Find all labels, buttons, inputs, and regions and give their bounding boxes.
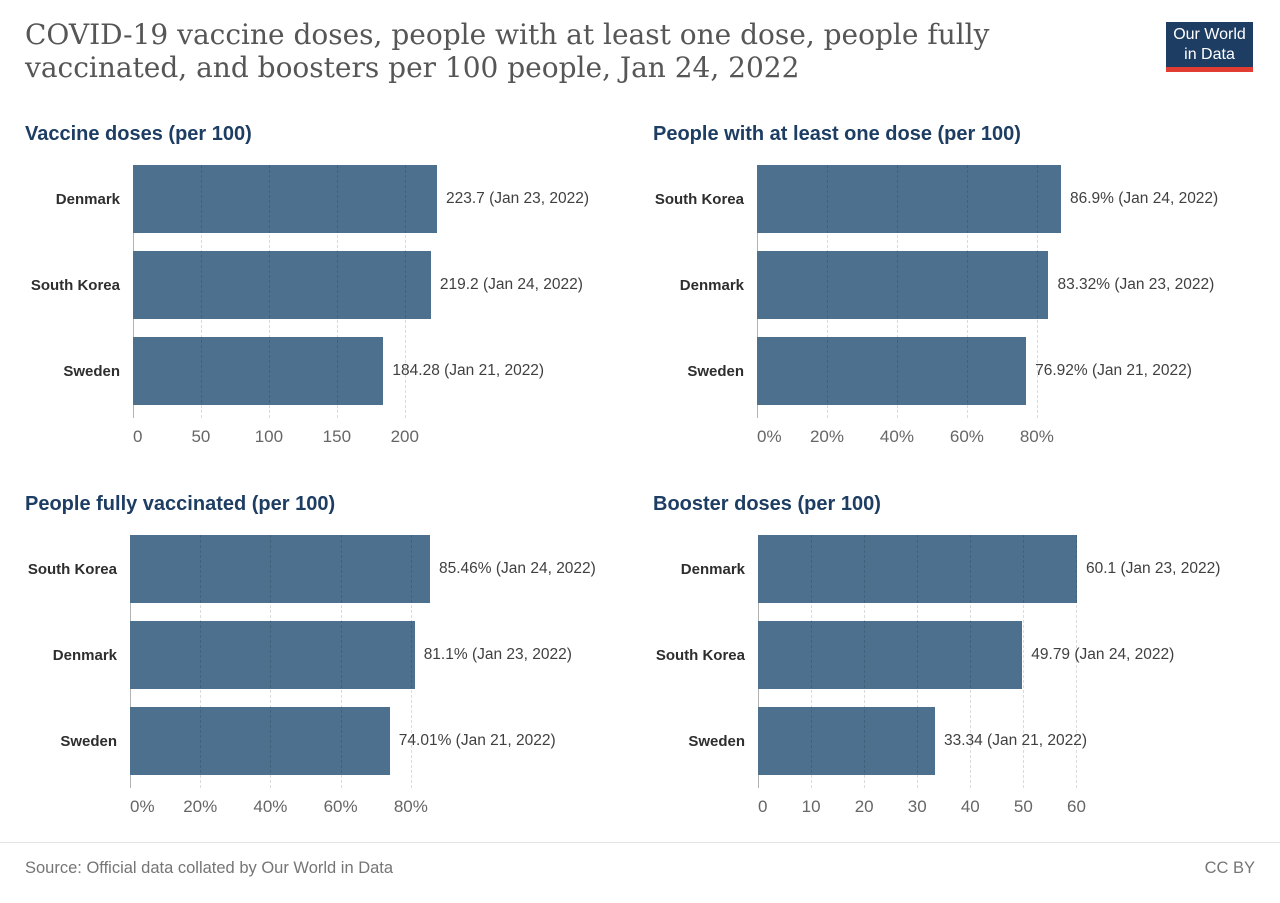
category-label: Denmark	[680, 560, 745, 578]
value-label: 74.01% (Jan 21, 2022)	[398, 732, 556, 749]
category-label: Sweden	[60, 732, 117, 750]
owid-logo: Our World in Data	[1166, 22, 1253, 72]
x-tick-label: 150	[322, 427, 352, 446]
plot-area: Denmark South Korea Sweden 223.7 (Jan 23…	[31, 165, 589, 446]
x-tick-label: 50	[1013, 797, 1033, 816]
category-label: Denmark	[52, 646, 117, 664]
x-tick-label: 40	[960, 797, 980, 816]
panel-title: People fully vaccinated (per 100)	[25, 493, 336, 515]
bar-south-korea	[757, 165, 1061, 233]
plot-area: South Korea Denmark Sweden 86.9% (Jan 24…	[655, 165, 1218, 446]
gridline	[336, 165, 338, 418]
page-title-line-1: COVID-19 vaccine doses, people with at l…	[25, 18, 990, 51]
owid-logo-line-2: in Data	[1184, 45, 1235, 63]
gridline	[404, 165, 406, 418]
x-tick-label: 20%	[183, 797, 218, 816]
x-tick-label: 60	[1067, 797, 1086, 816]
x-tick-label: 30	[907, 797, 927, 816]
value-label: 76.92% (Jan 21, 2022)	[1035, 362, 1192, 379]
license-note: CC BY	[1204, 859, 1255, 877]
gridline	[270, 535, 272, 788]
bar-denmark	[130, 621, 415, 689]
gridline	[1036, 165, 1038, 418]
value-label: 85.46% (Jan 24, 2022)	[439, 560, 596, 577]
gridline	[917, 535, 919, 788]
panel-one-dose: People with at least one dose (per 100) …	[653, 122, 1273, 462]
plot-area: South Korea Denmark Sweden 85.46% (Jan 2…	[28, 535, 596, 816]
gridline	[896, 165, 898, 418]
page-title-line-2: vaccinated, and boosters per 100 people,…	[25, 51, 800, 84]
category-label: Sweden	[63, 362, 120, 380]
bar-sweden	[758, 707, 935, 775]
category-label: South Korea	[654, 190, 744, 208]
category-label: South Korea	[655, 646, 745, 664]
panel-title: People with at least one dose (per 100)	[653, 123, 1021, 145]
x-tick-label: 200	[390, 427, 419, 446]
panel-title: Vaccine doses (per 100)	[25, 123, 252, 145]
bar-denmark	[133, 165, 437, 233]
gridline	[826, 165, 828, 418]
owid-logo-line-1: Our World	[1173, 25, 1246, 43]
category-label: Sweden	[688, 732, 745, 750]
gridline	[1076, 535, 1078, 788]
bar-denmark	[757, 251, 1049, 319]
gridline	[268, 165, 270, 418]
source-note: Source: Official data collated by Our Wo…	[25, 859, 394, 877]
value-label: 86.9% (Jan 24, 2022)	[1070, 190, 1219, 207]
x-tick-label: 60%	[949, 427, 984, 446]
bar-south-korea	[130, 535, 430, 603]
x-tick-label: 20%	[809, 427, 844, 446]
x-tick-label: 80%	[1019, 427, 1054, 446]
gridline	[811, 535, 813, 788]
panel-fully-vaccinated: People fully vaccinated (per 100) South …	[25, 492, 645, 832]
x-tick-label: 60%	[323, 797, 358, 816]
gridline	[200, 165, 202, 418]
x-tick-label: 0%	[757, 427, 782, 446]
gridline	[200, 535, 202, 788]
category-label: South Korea	[30, 276, 120, 294]
x-tick-label: 50	[191, 427, 211, 446]
value-label: 60.1 (Jan 23, 2022)	[1086, 560, 1221, 577]
gridline	[340, 535, 342, 788]
x-tick-label: 0	[133, 427, 143, 446]
bar-south-korea	[758, 621, 1023, 689]
gridline	[970, 535, 972, 788]
value-label: 49.79 (Jan 24, 2022)	[1031, 646, 1175, 663]
gridline	[1023, 535, 1025, 788]
x-tick-label: 0	[758, 797, 768, 816]
value-label: 81.1% (Jan 23, 2022)	[423, 646, 572, 663]
gridline	[864, 535, 866, 788]
value-label: 83.32% (Jan 23, 2022)	[1057, 276, 1215, 293]
page-title: COVID-19 vaccine doses, people with at l…	[25, 18, 989, 84]
bar-sweden	[133, 337, 384, 405]
x-tick-label: 80%	[393, 797, 428, 816]
bar-south-korea	[133, 251, 431, 319]
x-tick-label: 40%	[879, 427, 914, 446]
gridline	[966, 165, 968, 418]
bar-sweden	[757, 337, 1027, 405]
value-label: 219.2 (Jan 24, 2022)	[439, 276, 583, 293]
panel-booster-doses: Booster doses (per 100) Denmark South Ko…	[653, 492, 1273, 832]
panel-title: Booster doses (per 100)	[653, 493, 881, 515]
x-tick-label: 0%	[130, 797, 155, 816]
x-tick-label: 40%	[253, 797, 288, 816]
bar-sweden	[130, 707, 390, 775]
category-label: South Korea	[27, 560, 117, 578]
x-tick-label: 100	[254, 427, 284, 446]
panel-vaccine-doses: Vaccine doses (per 100) Denmark South Ko…	[25, 122, 645, 462]
x-tick-label: 20	[854, 797, 874, 816]
footer-divider	[0, 842, 1280, 843]
category-label: Denmark	[679, 276, 744, 294]
category-label: Sweden	[687, 362, 744, 380]
value-label: 184.28 (Jan 21, 2022)	[392, 362, 545, 379]
plot-area: Denmark South Korea Sweden 60.1 (Jan 23,…	[656, 535, 1220, 816]
value-label: 33.34 (Jan 21, 2022)	[943, 732, 1088, 749]
category-label: Denmark	[55, 190, 120, 208]
x-tick-label: 10	[801, 797, 821, 816]
bar-denmark	[758, 535, 1077, 603]
value-label: 223.7 (Jan 23, 2022)	[446, 190, 590, 207]
gridline	[410, 535, 412, 788]
